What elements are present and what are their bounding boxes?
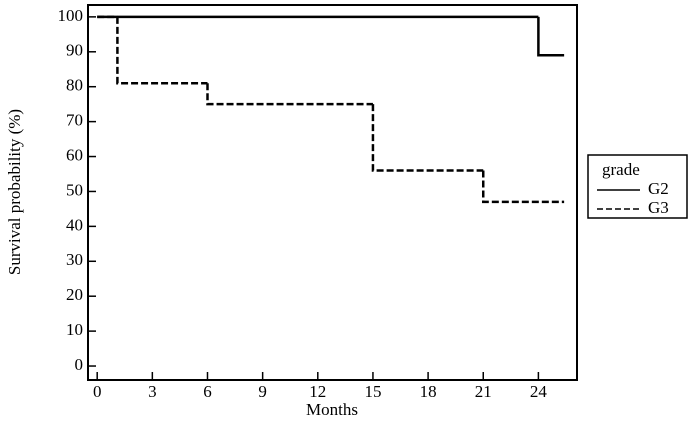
legend-label: G2	[648, 179, 669, 198]
y-tick-label: 20	[66, 285, 83, 304]
survival-step	[371, 104, 484, 172]
y-tick-label: 40	[66, 215, 83, 234]
x-tick-label: 21	[475, 382, 492, 401]
plot-frame	[87, 4, 578, 381]
x-tick-label: 6	[203, 382, 212, 401]
y-tick-label: 30	[66, 250, 83, 269]
x-axis-label: Months	[306, 400, 358, 419]
y-axis-label: Survival probability (%)	[5, 109, 24, 275]
survival-step	[116, 16, 208, 85]
legend-title: grade	[602, 160, 640, 179]
y-tick-label: 10	[66, 320, 83, 339]
legend-label: G3	[648, 198, 669, 217]
y-tick-label: 50	[66, 180, 83, 199]
x-tick-label: 12	[309, 382, 326, 401]
x-tick-label: 15	[364, 382, 381, 401]
x-tick-label: 18	[420, 382, 437, 401]
y-tick-label: 100	[58, 6, 84, 25]
x-tick-label: 3	[148, 382, 157, 401]
x-tick-label: 0	[93, 382, 102, 401]
survival-step	[537, 16, 565, 57]
y-tick-label: 90	[66, 41, 83, 60]
survival-step	[481, 170, 565, 204]
y-tick-label: 60	[66, 145, 83, 164]
y-tick-label: 70	[66, 111, 83, 130]
x-tick-label: 24	[530, 382, 548, 401]
y-tick-label: 80	[66, 76, 83, 95]
y-tick-label: 0	[75, 355, 84, 374]
x-tick-label: 9	[258, 382, 267, 401]
legend-box	[587, 154, 688, 219]
survival-step	[206, 83, 373, 106]
